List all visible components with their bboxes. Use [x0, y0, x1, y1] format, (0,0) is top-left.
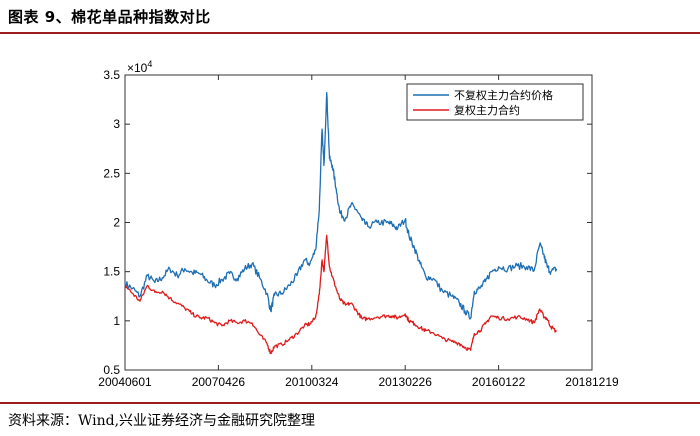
y-tick-label: 1.5: [103, 265, 120, 279]
source-divider: [0, 402, 700, 404]
line-chart: 0.5 1 1.5 2 2.5 3 3.5 ×104 20040601 20070426 20100…: [98, 59, 619, 389]
figure-title: 图表 9、棉花单品种指数对比: [8, 8, 211, 26]
x-tick-label: 20130226: [379, 375, 433, 389]
y-tick-label: 3.5: [103, 68, 120, 82]
title-divider: [0, 32, 700, 34]
y-tick-label: 2.5: [103, 166, 120, 180]
x-tick-label: 20181219: [565, 375, 619, 389]
x-tick-label: 20040601: [98, 375, 152, 389]
legend-label-2: 复权主力合约: [454, 103, 520, 117]
y-tick-label: 3: [113, 117, 120, 131]
x-tick-label: 20070426: [192, 375, 246, 389]
source-note: 资料来源：Wind,兴业证券经济与金融研究院整理: [8, 413, 316, 429]
legend-box: [406, 83, 584, 121]
series-line-1: [124, 92, 558, 320]
x-tick-label: 20160122: [472, 375, 526, 389]
y-tick-label: 2: [113, 216, 120, 230]
legend-label-1: 不复权主力合约价格: [454, 88, 553, 102]
y-multiplier-label: ×104: [127, 59, 152, 75]
y-tick-label: 0.5: [103, 363, 120, 377]
x-tick-label: 20100324: [285, 375, 339, 389]
series-line-2: [124, 234, 558, 355]
y-tick-label: 1: [113, 314, 120, 328]
